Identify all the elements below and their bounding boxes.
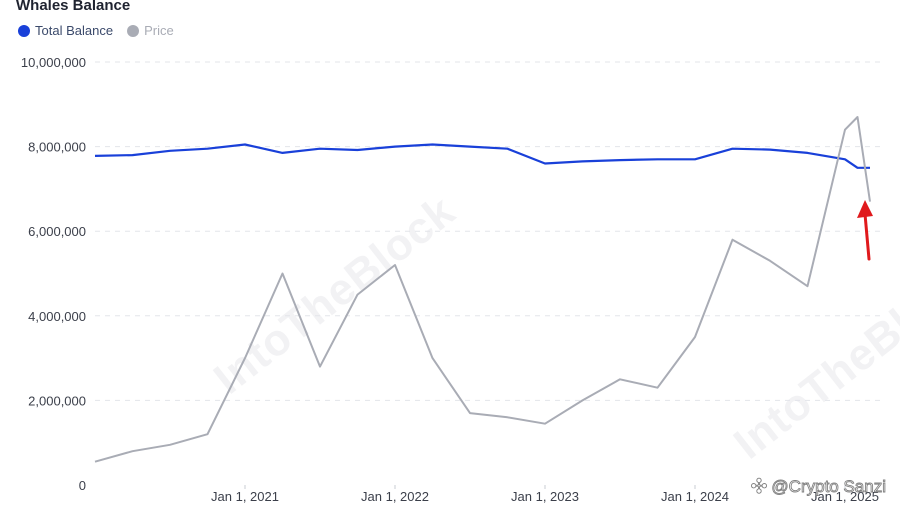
series-line-price bbox=[94, 116, 871, 463]
annotation-arrow-head bbox=[857, 200, 873, 218]
credit-text: @Crypto Sanzi bbox=[771, 476, 886, 496]
y-tick-label-0: 0 bbox=[79, 478, 86, 493]
y-tick-label-4: 8,000,000 bbox=[28, 140, 86, 155]
y-tick-label-3: 6,000,000 bbox=[28, 224, 86, 239]
legend: Total Balance Price bbox=[18, 23, 188, 38]
chart-title: Whales Balance bbox=[16, 0, 131, 14]
watermark-logo-icon: ✣ bbox=[750, 476, 768, 499]
series-line-total-balance bbox=[94, 143, 870, 169]
y-tick-label-2: 4,000,000 bbox=[28, 309, 86, 324]
legend-label-total-balance: Total Balance bbox=[35, 23, 114, 38]
y-tick-label-5: 10,000,000 bbox=[21, 55, 86, 70]
annotation-arrow-shaft bbox=[863, 212, 871, 261]
legend-dot-price bbox=[127, 24, 140, 37]
legend-dot-total-balance bbox=[18, 24, 30, 37]
x-tick-label-0: Jan 1, 2021 bbox=[211, 489, 279, 504]
legend-item-price[interactable]: Price bbox=[127, 23, 174, 38]
y-tick-label-1: 2,000,000 bbox=[28, 393, 86, 408]
x-tick-label-4: Jan 1, 2025 bbox=[811, 489, 879, 504]
x-tick-label-3: Jan 1, 2024 bbox=[661, 489, 729, 504]
legend-label-price: Price bbox=[144, 23, 174, 38]
x-tick-label-2: Jan 1, 2023 bbox=[511, 489, 579, 504]
credit-watermark: ✣ @Crypto Sanzi bbox=[750, 474, 886, 499]
legend-item-total-balance[interactable]: Total Balance bbox=[18, 23, 113, 38]
x-tick-label-1: Jan 1, 2022 bbox=[361, 489, 429, 504]
